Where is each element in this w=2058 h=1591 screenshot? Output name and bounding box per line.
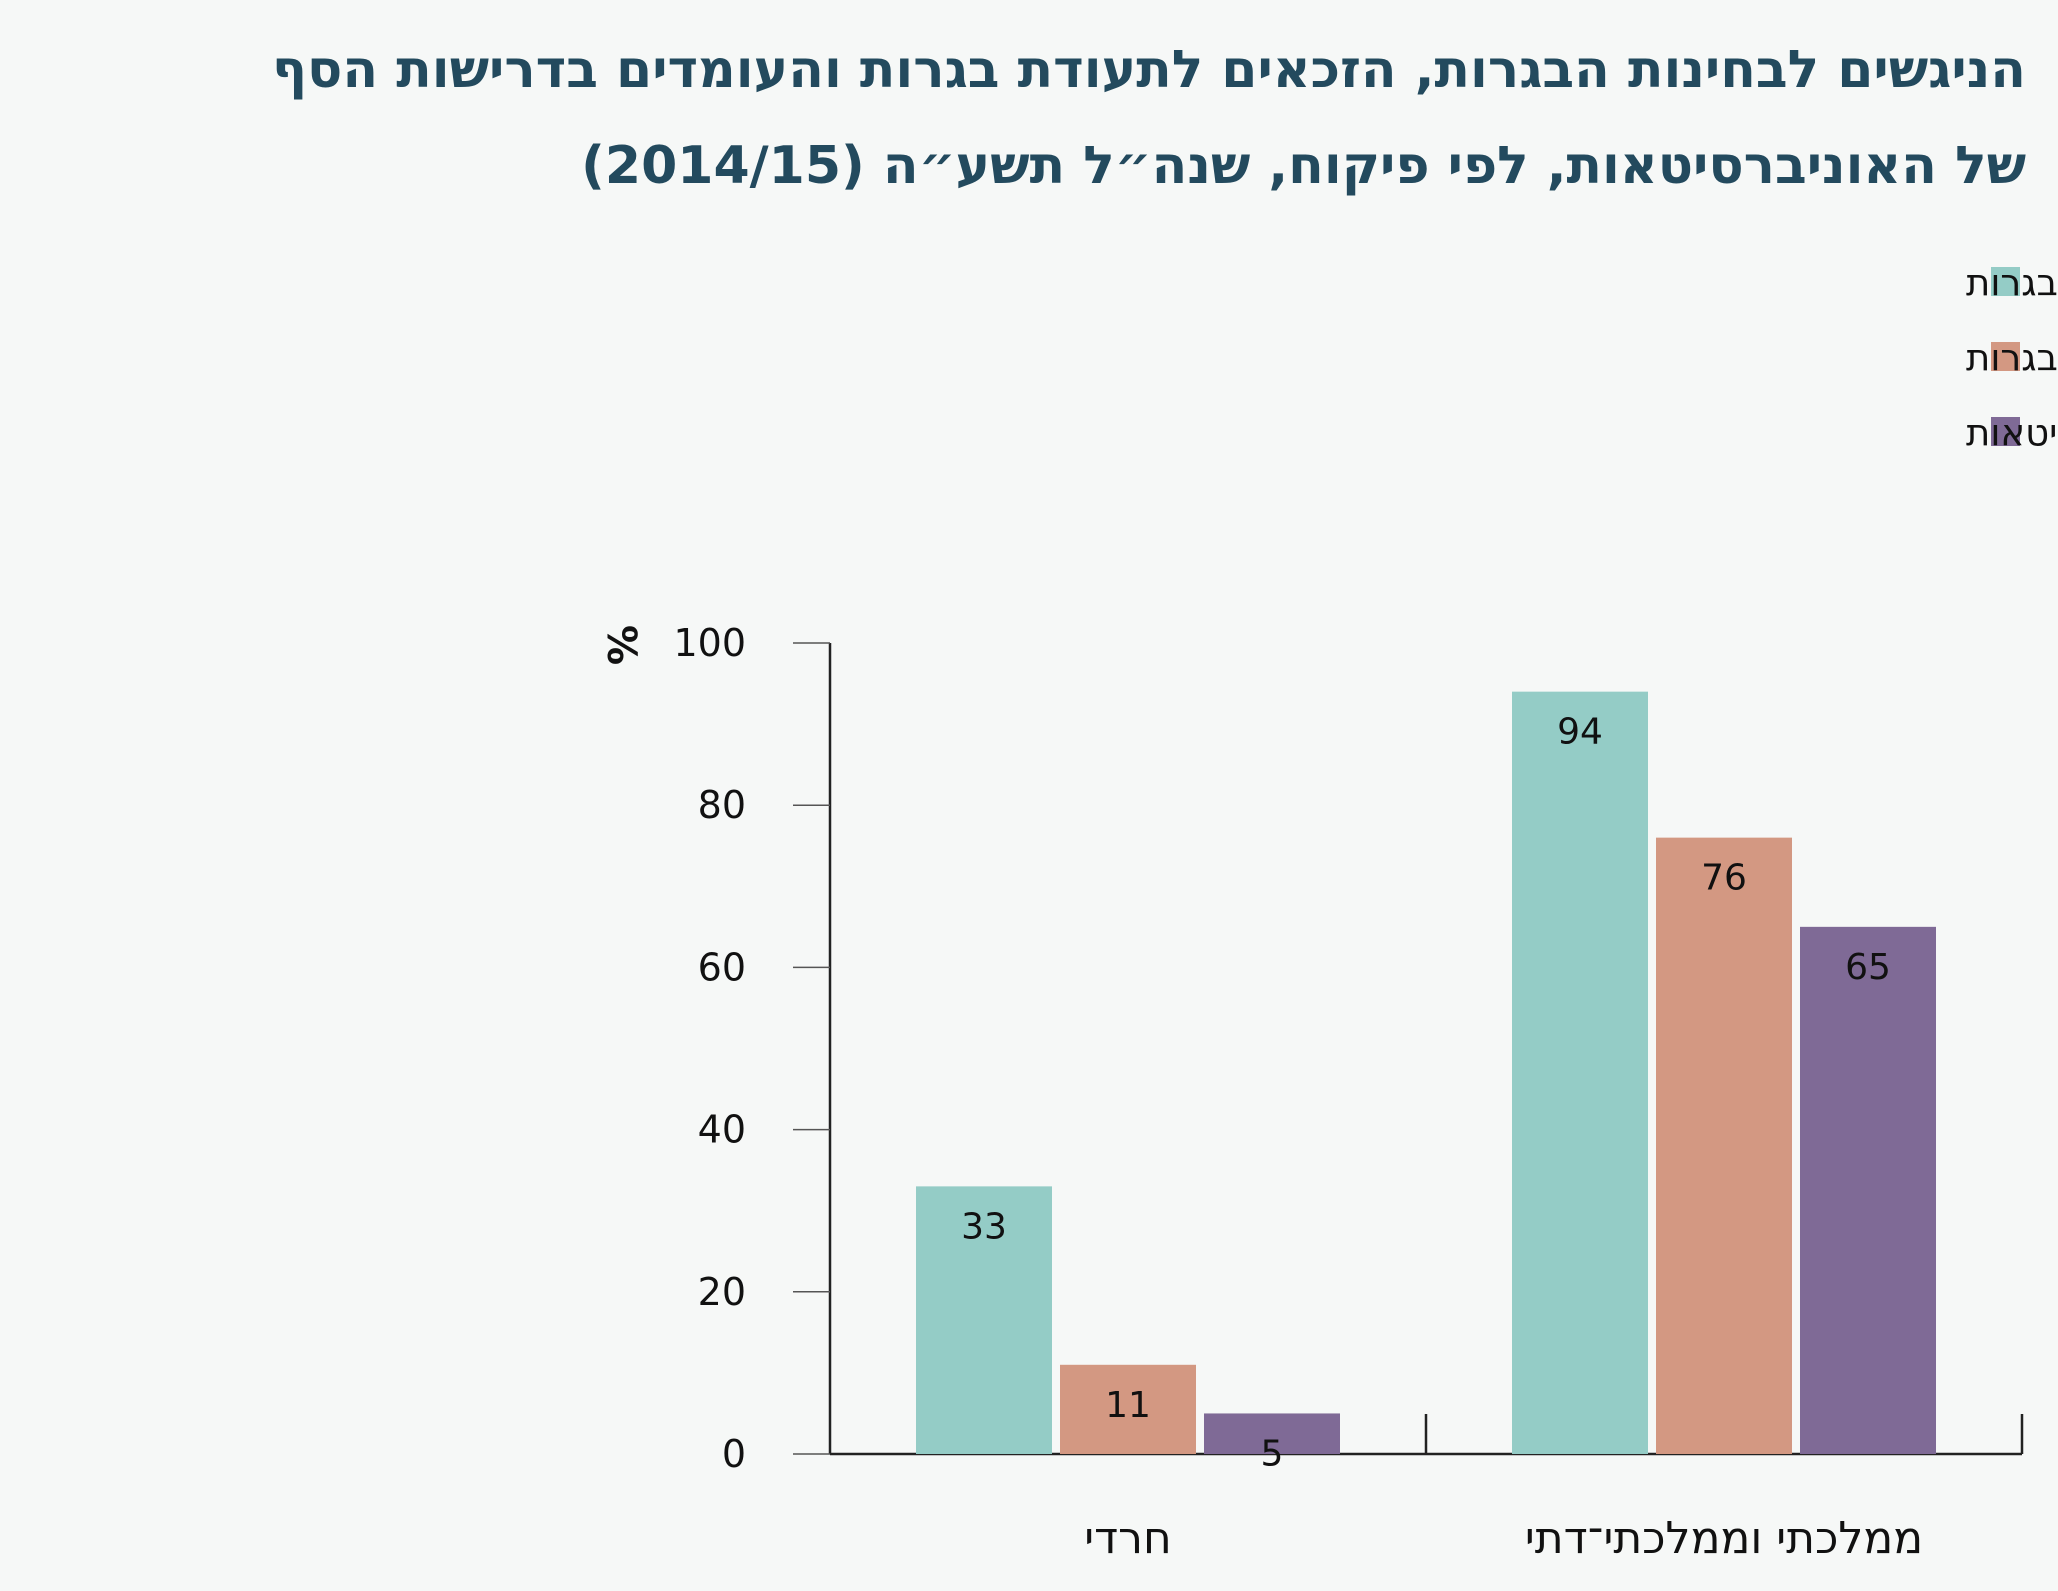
category-label-1: חרדי — [1084, 1513, 1171, 1564]
bars — [916, 691, 1936, 1454]
bar-value-label-1-2: 11 — [1105, 1385, 1151, 1426]
y-tick-label-40: 40 — [698, 1108, 746, 1152]
chart-title-line-2: של האוניברסיטאות, לפי פיקוח, שנה״ל תשע״ה… — [581, 136, 2026, 196]
y-tick-label-60: 60 — [698, 945, 746, 989]
bar-2-2 — [1656, 837, 1792, 1454]
bar-2-1 — [1512, 691, 1648, 1454]
y-axis-unit-label: % — [598, 625, 644, 665]
legend-label-1: ניגשים לבחינות הבגרות — [1966, 261, 2058, 304]
y-tick-label-0: 0 — [722, 1432, 746, 1476]
category-label-2: ממלכתי וממלכתי־דתי — [1525, 1513, 1923, 1564]
bar-1-1 — [916, 1186, 1052, 1454]
bar-1-2 — [1060, 1364, 1196, 1454]
y-tick-label-20: 20 — [698, 1270, 746, 1314]
bar-value-label-2-2: 76 — [1701, 858, 1747, 899]
chart-title: הניגשים לבחינות הבגרות, הזכאים לתעודת בג… — [26, 22, 2026, 214]
y-tick-label-100: 100 — [673, 621, 746, 665]
bar-1-3 — [1204, 1413, 1340, 1454]
legend: ניגשים לבחינות הבגרות זכאים לתעודת בגרות ע… — [1966, 261, 2058, 454]
bar-2-3 — [1800, 926, 1936, 1454]
legend-label-3: עומדים בדרישות הסף של האוניברסיטאות — [1966, 411, 2058, 454]
chart-title-line-1: הניגשים לבחינות הבגרות, הזכאים לתעודת בג… — [271, 40, 2026, 100]
legend-swatch-3 — [1991, 417, 2020, 446]
category-labels: חרדי ממלכתי וממלכתי־דתי — [1084, 1513, 1923, 1564]
bar-value-label-1-1: 33 — [961, 1206, 1007, 1247]
bar-value-label-2-1: 94 — [1557, 712, 1603, 753]
bar-value-label-1-3: 5 — [1261, 1433, 1284, 1474]
legend-swatch-2 — [1991, 342, 2020, 371]
legend-swatch-1 — [1991, 267, 2020, 296]
y-tick-label-80: 80 — [698, 783, 746, 827]
legend-label-2: זכאים לתעודת בגרות — [1966, 336, 2058, 379]
bar-labels: 33 11 5 94 76 65 — [961, 712, 1891, 1475]
bar-value-label-2-3: 65 — [1845, 947, 1891, 988]
